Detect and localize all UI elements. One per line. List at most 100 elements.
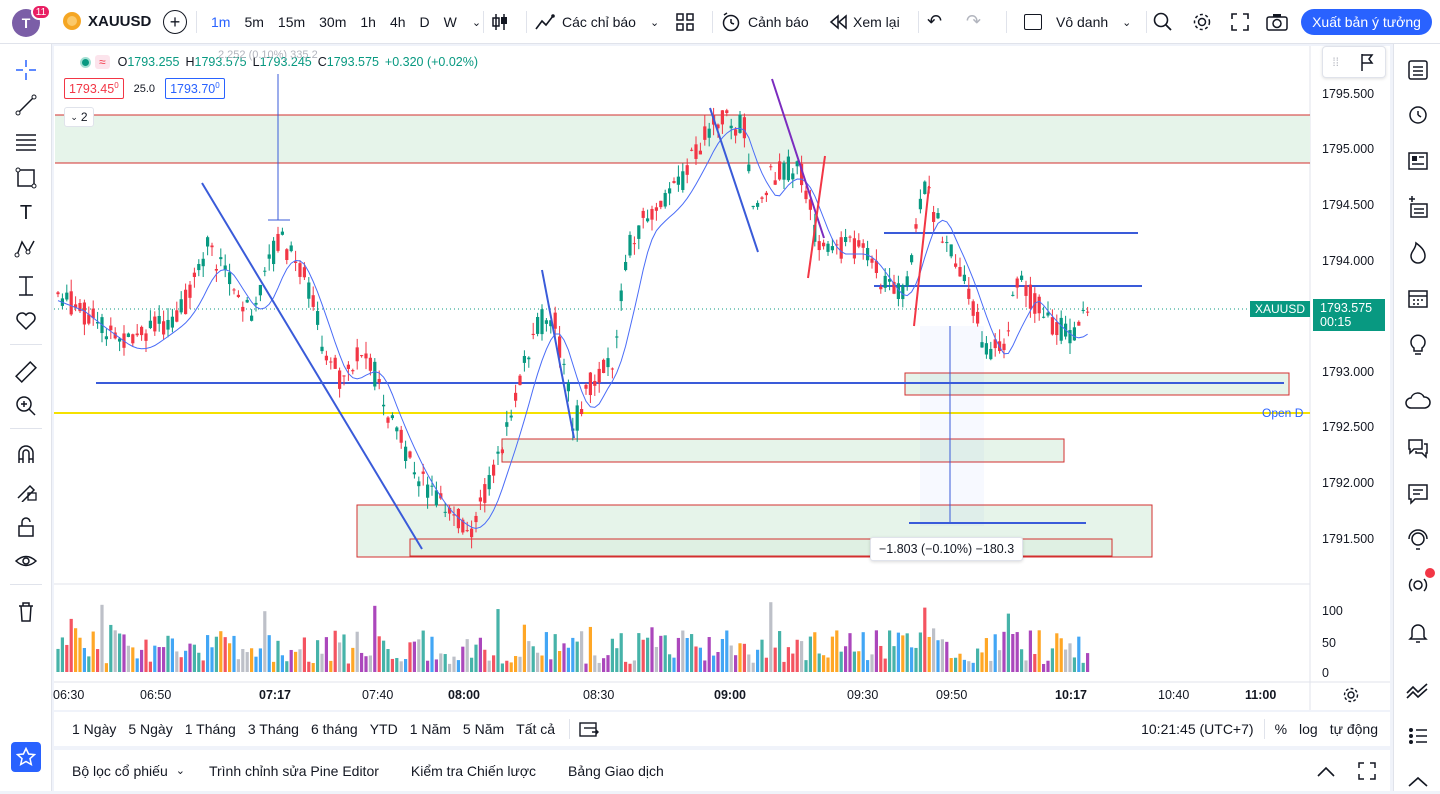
replay-button[interactable]: Xem lại [829, 0, 900, 44]
range-5y[interactable]: 5 Năm [462, 721, 505, 737]
watchlist-icon[interactable] [1404, 56, 1432, 84]
wave-icon: ≈ [95, 55, 110, 69]
alarm-clock-icon[interactable] [1404, 100, 1432, 128]
candle-body [945, 242, 949, 244]
candle-body [175, 310, 179, 322]
maximize-panel-icon[interactable] [1358, 761, 1376, 780]
tab-pine-editor[interactable]: Trình chỉnh sửa Pine Editor [208, 762, 379, 779]
pin-flag-icon[interactable] [1358, 52, 1376, 72]
trading-panel-icon[interactable] [1404, 676, 1432, 704]
tab-stock-screener[interactable]: Bộ lọc cổ phiếu [72, 762, 168, 779]
candle-body [866, 248, 870, 261]
auto-scale-toggle[interactable]: tự động [1329, 721, 1378, 737]
interval-W[interactable]: W [443, 14, 457, 30]
notifications-bell-icon[interactable] [1404, 618, 1432, 646]
fullscreen-icon[interactable] [1230, 12, 1250, 32]
publish-idea-button[interactable]: Xuất bản ý tưởng [1301, 9, 1432, 35]
floating-drawing-toolbar[interactable]: ⁞⁞ [1322, 46, 1386, 78]
redo-icon[interactable]: ↷ [966, 11, 982, 31]
layout-name: Vô danh [1056, 14, 1109, 30]
percent-scale-toggle[interactable]: % [1274, 721, 1288, 737]
chart-canvas[interactable] [54, 46, 1390, 710]
pattern-tool-icon[interactable] [12, 235, 40, 263]
candle-body [808, 199, 812, 210]
trendline-down-1 [201, 182, 423, 550]
range-6m[interactable]: 6 tháng [310, 721, 358, 737]
tab-strategy-tester[interactable]: Kiểm tra Chiến lược [410, 762, 537, 779]
alert-button[interactable]: Cảnh báo [720, 0, 809, 44]
chevron-down-icon[interactable]: ⌄ [471, 16, 482, 29]
calendar-icon[interactable] [1404, 284, 1432, 312]
interval-30m[interactable]: 30m [319, 14, 347, 30]
ideas-lightbulb-icon[interactable] [1404, 330, 1432, 358]
candle-body [800, 163, 804, 186]
chevron-up-icon[interactable] [1316, 764, 1336, 778]
add-symbol-icon[interactable]: + [163, 10, 187, 34]
range-1y[interactable]: 1 Năm [409, 721, 451, 737]
indicators-collapse-button[interactable]: ⌄ 2 [64, 107, 94, 127]
crosshair-icon[interactable] [12, 56, 40, 84]
symbol-search[interactable]: XAUUSD [62, 11, 151, 31]
candle-body [118, 338, 122, 342]
chart-settings-gear-icon[interactable] [1342, 686, 1360, 704]
zoom-in-icon[interactable] [12, 392, 40, 420]
interval-1h[interactable]: 1h [360, 14, 376, 30]
range-1m[interactable]: 1 Tháng [184, 721, 236, 737]
chats-icon[interactable] [1404, 434, 1432, 462]
interval-15m[interactable]: 15m [277, 14, 306, 30]
layout-name-button[interactable]: Vô danh ⌄ [1024, 0, 1131, 44]
heart-icon[interactable] [12, 307, 40, 335]
templates-grid-icon[interactable] [676, 13, 694, 31]
chart-panel[interactable] [54, 46, 1390, 710]
candle-body [302, 267, 306, 278]
interval-D[interactable]: D [419, 14, 430, 30]
text-tool-icon[interactable]: T [19, 201, 33, 224]
interval-5m[interactable]: 5m [244, 14, 264, 30]
range-ytd[interactable]: YTD [369, 721, 398, 737]
clock-timezone[interactable]: 10:21:45 (UTC+7) [1141, 721, 1254, 737]
indicators-button[interactable]: Các chỉ báo ⌄ [534, 0, 659, 44]
candle-style-icon[interactable] [490, 12, 510, 32]
magnet-icon[interactable] [12, 441, 40, 469]
search-icon[interactable] [1153, 12, 1173, 32]
help-center-icon[interactable] [1404, 526, 1432, 554]
camera-icon[interactable] [1266, 12, 1288, 32]
candle-body [984, 343, 988, 355]
lock-drawing-icon[interactable] [12, 476, 40, 504]
sell-button[interactable]: 1793.450 [64, 78, 124, 100]
chevron-down-icon[interactable]: ⌄ [175, 765, 185, 777]
hotlist-fire-icon[interactable] [1404, 239, 1432, 267]
object-tree-icon[interactable] [1404, 722, 1432, 750]
favorites-star-icon[interactable] [11, 742, 41, 772]
news-icon[interactable] [1404, 147, 1432, 175]
rectangle-tool-icon[interactable] [12, 164, 40, 192]
streams-cloud-icon[interactable] [1404, 387, 1432, 415]
unlock-icon[interactable] [12, 513, 40, 541]
eye-icon[interactable] [12, 547, 40, 575]
broadcast-play-icon[interactable] [1404, 571, 1432, 599]
measure-tool-icon[interactable] [12, 272, 40, 300]
fib-lines-icon[interactable] [12, 128, 40, 156]
volume-bar [514, 656, 518, 672]
undo-icon[interactable]: ↶ [927, 11, 943, 31]
trash-icon[interactable] [12, 598, 40, 626]
messages-icon[interactable] [1404, 480, 1432, 508]
add-list-icon[interactable] [1404, 193, 1432, 221]
volume-bar [500, 663, 504, 672]
range-all[interactable]: Tất cả [516, 721, 556, 737]
tab-trading-panel[interactable]: Bảng Giao dịch [568, 762, 664, 779]
range-5d[interactable]: 5 Ngày [128, 721, 173, 737]
range-3m[interactable]: 3 Tháng [247, 721, 299, 737]
trend-line-icon[interactable] [12, 91, 40, 119]
range-1d[interactable]: 1 Ngày [72, 721, 117, 737]
interval-4h[interactable]: 4h [389, 14, 406, 30]
log-scale-toggle[interactable]: log [1299, 721, 1318, 737]
go-to-date-icon[interactable] [578, 719, 600, 739]
ruler-icon[interactable] [12, 358, 40, 386]
buy-button[interactable]: 1793.700 [165, 78, 225, 100]
candle-body [989, 348, 993, 360]
gear-icon[interactable] [1192, 12, 1212, 32]
more-chevron-up-icon[interactable] [1404, 766, 1432, 794]
drag-handle-icon[interactable]: ⁞⁞ [1332, 55, 1339, 69]
interval-1m[interactable]: 1m [211, 14, 231, 30]
